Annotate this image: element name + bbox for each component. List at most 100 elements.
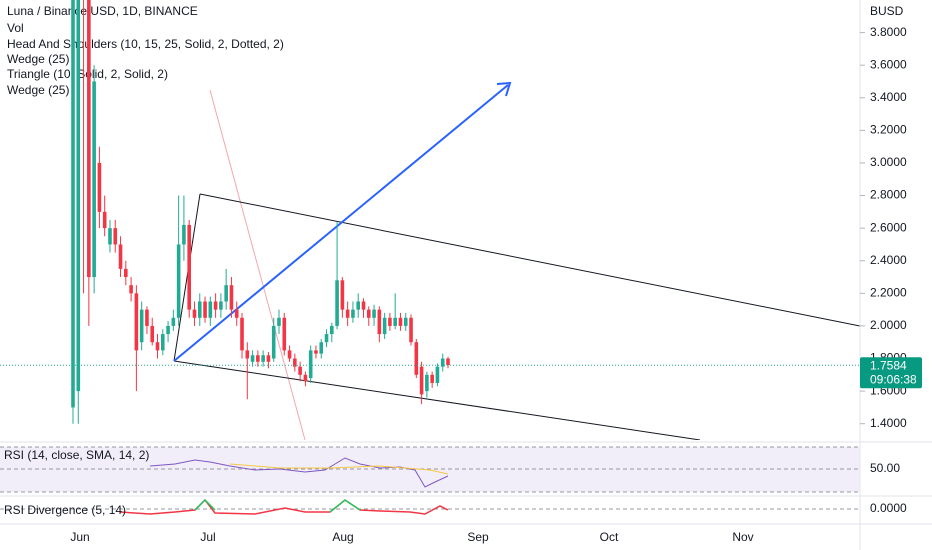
wedge-lower bbox=[173, 360, 701, 440]
candle-body bbox=[293, 358, 297, 367]
candle-body bbox=[240, 317, 244, 351]
candle-body bbox=[414, 342, 419, 375]
candle-body bbox=[213, 301, 218, 310]
candle-body bbox=[203, 301, 207, 318]
candles bbox=[71, 0, 450, 424]
candle-body bbox=[446, 358, 450, 366]
candle-body bbox=[361, 301, 366, 310]
candle-body bbox=[419, 366, 424, 395]
last-price-box bbox=[860, 357, 922, 389]
candle-body bbox=[139, 309, 144, 343]
candle-body bbox=[335, 280, 339, 326]
candle-body bbox=[345, 309, 350, 318]
candle-body bbox=[71, 0, 75, 408]
candle-body bbox=[229, 285, 234, 310]
candle-body bbox=[176, 244, 181, 318]
legend: Luna / Binance USD, 1D, BINANCE Vol Head… bbox=[7, 4, 284, 97]
candle-body bbox=[145, 309, 149, 326]
candle-body bbox=[266, 355, 271, 362]
candle-body bbox=[208, 301, 213, 318]
candle-body bbox=[319, 342, 324, 354]
candle-body bbox=[150, 325, 155, 343]
candle-body bbox=[118, 244, 123, 269]
wedge-upper bbox=[199, 193, 860, 327]
candle-body bbox=[182, 224, 186, 245]
candle-body bbox=[308, 350, 313, 379]
candle-body bbox=[166, 325, 170, 335]
last-price: 1.7584 bbox=[870, 358, 907, 372]
candle-body bbox=[435, 366, 440, 383]
indicator: Wedge (25) bbox=[7, 52, 69, 66]
candle-body bbox=[160, 334, 165, 351]
candle-body bbox=[224, 285, 228, 302]
candle-body bbox=[388, 317, 392, 326]
candle-body bbox=[393, 317, 397, 326]
candle-body bbox=[287, 350, 292, 359]
candle-body bbox=[92, 81, 96, 278]
candle-body bbox=[171, 317, 176, 326]
y-tick-label: 2.6000 bbox=[870, 220, 907, 234]
candle-body bbox=[277, 317, 281, 326]
candle-body bbox=[256, 355, 260, 362]
candle-body bbox=[197, 301, 202, 318]
candle-body bbox=[124, 268, 128, 278]
candle-body bbox=[76, 0, 81, 392]
y-tick-label: 2.2000 bbox=[870, 286, 907, 300]
divergence-tick: 0.0000 bbox=[870, 501, 907, 515]
arrow-head bbox=[496, 81, 512, 97]
rsi-sma bbox=[229, 463, 449, 475]
divergence-up bbox=[194, 498, 216, 511]
candle-body bbox=[340, 280, 345, 310]
candle-body bbox=[155, 342, 160, 351]
y-tick-label: 3.8000 bbox=[870, 25, 907, 39]
candle-body bbox=[108, 228, 112, 245]
pattern-line bbox=[209, 89, 306, 440]
arrow-line bbox=[173, 84, 509, 362]
candle-body bbox=[440, 358, 445, 367]
candle-body bbox=[366, 309, 371, 318]
indicator: Wedge (25) bbox=[7, 83, 69, 97]
candle-body bbox=[330, 325, 334, 335]
candle-body bbox=[102, 211, 107, 229]
candle-body bbox=[382, 317, 387, 335]
candle-body bbox=[113, 228, 118, 245]
candle-body bbox=[234, 309, 239, 318]
chart-title: Luna / Binance USD, 1D, BINANCE bbox=[7, 4, 198, 18]
currency: BUSD bbox=[870, 4, 904, 18]
candle-body bbox=[403, 317, 408, 326]
candle-body bbox=[303, 374, 308, 382]
rsi-label: RSI (14, close, SMA, 14, 2) bbox=[4, 448, 149, 462]
indicator: Vol bbox=[7, 21, 24, 35]
wedge-edge bbox=[173, 193, 201, 362]
countdown: 09:06:38 bbox=[870, 372, 917, 386]
candle-body bbox=[271, 325, 276, 359]
candle-body bbox=[398, 317, 403, 326]
divergence-up bbox=[329, 499, 361, 513]
x-tick-label: Oct bbox=[600, 530, 619, 544]
y-tick-label: 1.4000 bbox=[870, 416, 907, 430]
candle-body bbox=[187, 224, 191, 310]
candle-body bbox=[324, 334, 329, 343]
x-tick-label: Jul bbox=[200, 530, 215, 544]
candle-body bbox=[298, 366, 302, 375]
drawings bbox=[173, 81, 860, 440]
y-tick-label: 2.0000 bbox=[870, 318, 907, 332]
rsi-line bbox=[149, 457, 449, 488]
rsi-tick: 50.00 bbox=[870, 461, 900, 475]
y-tick-label: 3.6000 bbox=[870, 57, 907, 71]
candle-body bbox=[356, 301, 361, 310]
candle-body bbox=[219, 301, 223, 310]
candle-body bbox=[134, 293, 139, 351]
x-tick-label: Aug bbox=[332, 530, 353, 544]
candle-body bbox=[129, 285, 133, 294]
candle-body bbox=[372, 309, 376, 318]
candle-body bbox=[192, 309, 197, 318]
y-tick-label: 2.8000 bbox=[870, 188, 907, 202]
x-tick-label: Sep bbox=[467, 530, 489, 544]
candle-body bbox=[261, 355, 265, 362]
candle-body bbox=[409, 317, 413, 343]
y-tick-label: 3.4000 bbox=[870, 90, 907, 104]
candle-body bbox=[87, 0, 91, 278]
candle-body bbox=[351, 309, 355, 318]
